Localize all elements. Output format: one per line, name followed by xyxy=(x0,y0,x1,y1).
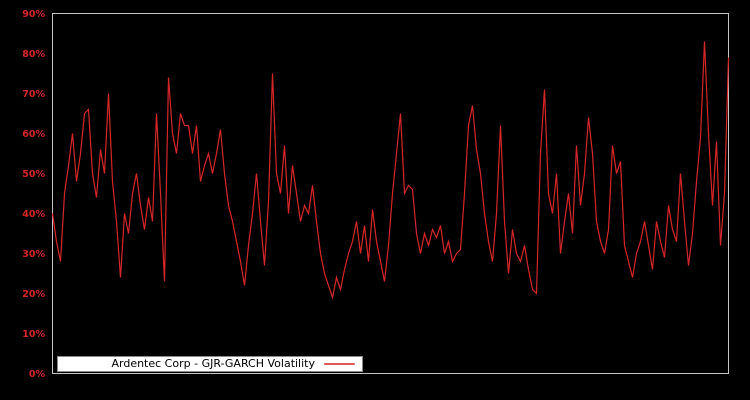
y-tick-label: 90% xyxy=(22,9,45,20)
y-tick-label: 60% xyxy=(22,129,45,140)
y-tick-label: 30% xyxy=(22,249,45,260)
y-tick-label: 50% xyxy=(22,169,45,180)
y-tick-label: 0% xyxy=(29,369,46,380)
y-tick-label: 40% xyxy=(22,209,45,220)
y-tick-label: 10% xyxy=(22,329,45,340)
y-tick-label: 20% xyxy=(22,289,45,300)
legend-line-sample-icon xyxy=(324,363,355,365)
legend-label: Ardentec Corp - GJR-GARCH Volatility xyxy=(111,357,315,370)
volatility-series-line xyxy=(51,41,730,300)
y-tick-label: 80% xyxy=(22,49,45,60)
legend: Ardentec Corp - GJR-GARCH Volatility xyxy=(57,356,363,372)
plot-border xyxy=(52,13,729,374)
y-tick-label: 70% xyxy=(22,89,45,100)
